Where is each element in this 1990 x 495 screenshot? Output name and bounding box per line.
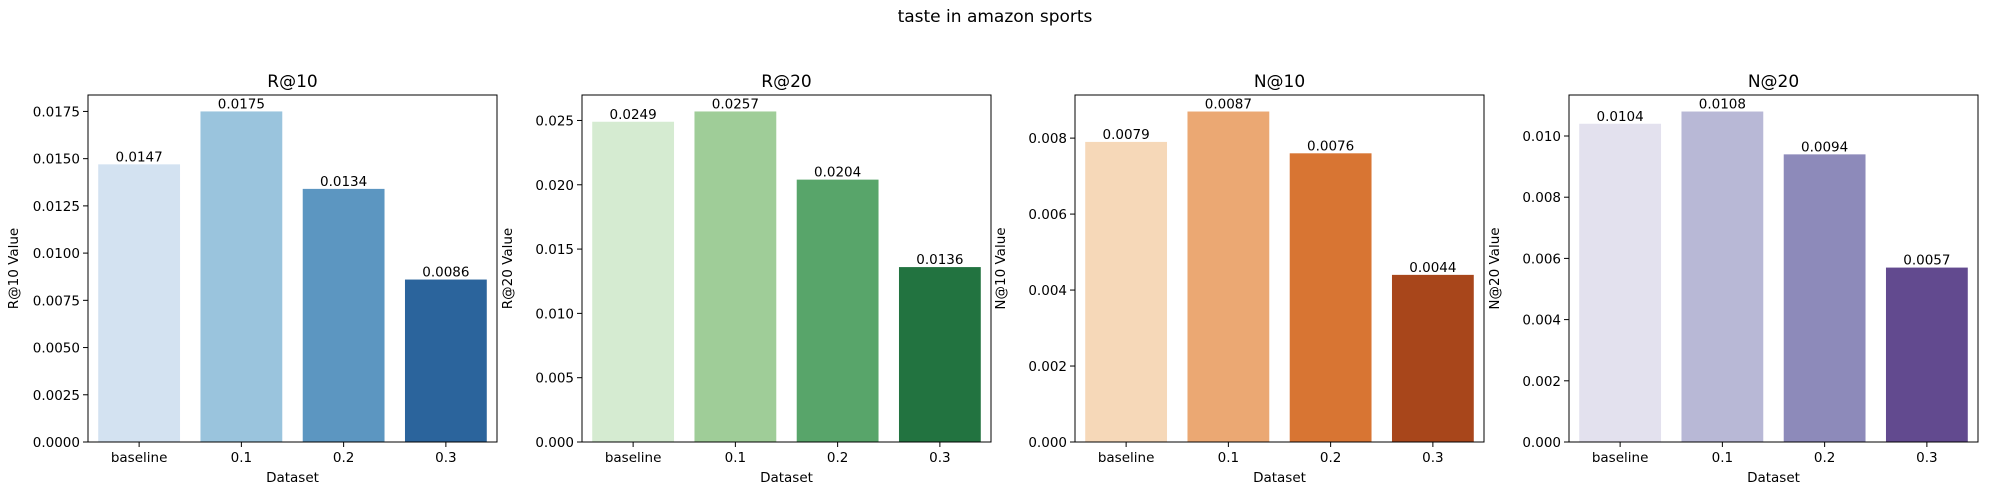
data-label: 0.0079 (1103, 127, 1150, 143)
bar (1085, 141, 1168, 443)
x-tick-label: 0.1 (231, 450, 252, 466)
bar (898, 267, 981, 442)
data-label: 0.0204 (814, 165, 861, 181)
bar (404, 279, 487, 442)
data-label: 0.0104 (1597, 109, 1644, 125)
y-tick-label: 0.025 (535, 113, 574, 129)
y-tick-label: 0.005 (535, 371, 574, 387)
x-tick-label: 0.2 (827, 450, 848, 466)
x-tick-label: baseline (1592, 450, 1649, 466)
y-tick-label: 0.0050 (33, 341, 80, 357)
y-axis-label: N@10 Value (993, 227, 1009, 309)
x-tick-label: baseline (1098, 450, 1155, 466)
y-tick-label: 0.006 (1028, 207, 1067, 223)
chart-title: N@10 (1254, 72, 1305, 92)
y-tick-label: 0.0125 (33, 199, 80, 215)
y-tick-label: 0.015 (535, 242, 574, 258)
chart-title: R@20 (761, 72, 811, 92)
data-label: 0.0136 (916, 252, 963, 268)
bar (592, 121, 675, 442)
bar (302, 188, 385, 442)
bar (694, 111, 777, 443)
bar (796, 179, 879, 442)
plot-frame (581, 94, 992, 443)
y-tick-label: 0.004 (1522, 313, 1561, 329)
x-tick-label: 0.2 (1814, 450, 1835, 466)
bar (1289, 153, 1372, 442)
y-tick-label: 0.010 (535, 306, 574, 322)
y-axis-label: N@20 Value (1487, 227, 1503, 309)
y-tick-label: 0.0000 (33, 435, 80, 451)
y-tick-label: 0.0150 (33, 152, 80, 168)
x-tick-label: baseline (605, 450, 662, 466)
plot-frame (87, 94, 498, 443)
x-tick-label: baseline (111, 450, 168, 466)
data-label: 0.0249 (610, 107, 657, 123)
data-label: 0.0087 (1205, 97, 1252, 113)
chart-title: R@10 (267, 72, 317, 92)
bar (98, 164, 181, 442)
plot-frame (1074, 94, 1485, 443)
y-tick-label: 0.006 (1522, 251, 1561, 267)
y-tick-label: 0.0075 (33, 293, 80, 309)
chart-title: N@20 (1748, 72, 1799, 92)
x-tick-label: 0.3 (1916, 450, 1937, 466)
bar (1579, 123, 1662, 442)
data-label: 0.0044 (1409, 260, 1456, 276)
x-tick-label: 0.1 (1712, 450, 1733, 466)
y-tick-label: 0.000 (1522, 435, 1561, 451)
plot-frame (1568, 94, 1979, 443)
y-tick-label: 0.002 (1028, 359, 1067, 375)
x-axis-label: Dataset (1747, 470, 1800, 486)
y-tick-label: 0.002 (1522, 374, 1561, 390)
bar (1783, 154, 1866, 442)
x-axis-label: Dataset (1253, 470, 1306, 486)
data-label: 0.0257 (712, 96, 759, 112)
y-tick-label: 0.004 (1028, 283, 1067, 299)
data-label: 0.0134 (320, 174, 367, 190)
data-label: 0.0094 (1801, 139, 1848, 155)
data-label: 0.0076 (1307, 138, 1354, 154)
y-tick-label: 0.0175 (33, 104, 80, 120)
y-tick-label: 0.020 (535, 178, 574, 194)
x-tick-label: 0.1 (1218, 450, 1239, 466)
bar (200, 111, 283, 442)
x-tick-label: 0.1 (725, 450, 746, 466)
bar (1187, 111, 1270, 443)
x-tick-label: 0.3 (1422, 450, 1443, 466)
y-tick-label: 0.000 (535, 435, 574, 451)
x-tick-label: 0.2 (333, 450, 354, 466)
y-tick-label: 0.010 (1522, 129, 1561, 145)
y-tick-label: 0.0025 (33, 388, 80, 404)
data-label: 0.0108 (1699, 97, 1746, 113)
bar (1681, 111, 1764, 443)
y-tick-label: 0.008 (1522, 190, 1561, 206)
figure-title: taste in amazon sports (897, 7, 1093, 27)
x-tick-label: 0.2 (1320, 450, 1341, 466)
data-label: 0.0175 (218, 96, 265, 112)
y-axis-label: R@10 Value (6, 228, 22, 309)
data-label: 0.0057 (1903, 253, 1950, 269)
x-tick-label: 0.3 (435, 450, 456, 466)
x-tick-label: 0.3 (929, 450, 950, 466)
x-axis-label: Dataset (266, 470, 319, 486)
y-axis-label: R@20 Value (500, 228, 516, 309)
bar (1885, 267, 1968, 442)
y-tick-label: 0.0100 (33, 246, 80, 262)
y-tick-label: 0.000 (1028, 435, 1067, 451)
data-label: 0.0147 (116, 149, 163, 165)
bar (1391, 274, 1474, 442)
data-label: 0.0086 (422, 265, 469, 281)
y-tick-label: 0.008 (1028, 131, 1067, 147)
x-axis-label: Dataset (760, 470, 813, 486)
